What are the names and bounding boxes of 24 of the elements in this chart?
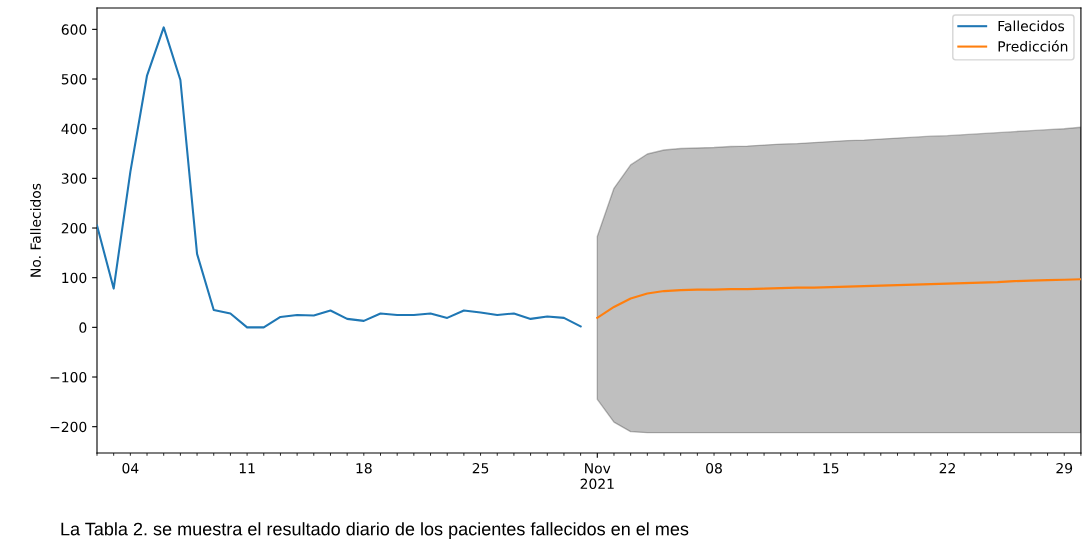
text: La Tabla 2. se muestra el resultado diario de los pacientes fallecidos en el mes (61, 522, 689, 539)
legend-label: Fallecidos (998, 20, 1065, 32)
x-tick-label: 18 (356, 462, 372, 474)
y-tick-label: −200 (50, 421, 87, 433)
y-tick-label: −100 (50, 371, 87, 383)
y-axis-title: No. Fallecidos (30, 183, 41, 277)
y-tick-label: 300 (61, 173, 87, 184)
line-series (97, 26, 582, 329)
y-tick-label: 200 (61, 222, 87, 234)
line-series (596, 278, 1081, 319)
x-tick-label: 29 (1056, 462, 1073, 474)
y-tick-label: 400 (61, 123, 87, 135)
x-tick-label: Nov 2021 (580, 463, 614, 490)
x-tick-label: 25 (472, 462, 489, 474)
y-tick-label: 100 (62, 272, 87, 284)
x-tick-label: 15 (823, 463, 839, 474)
legend-label: Predicción (998, 40, 1068, 52)
x-tick-label: 04 (122, 462, 139, 474)
y-tick-label: 0 (79, 322, 87, 333)
y-tick-label: 500 (61, 73, 87, 85)
x-tick-label: 08 (706, 462, 722, 474)
y-tick-label: 600 (61, 24, 87, 35)
x-tick-label: 22 (939, 462, 955, 474)
x-tick-label: 11 (239, 463, 255, 474)
